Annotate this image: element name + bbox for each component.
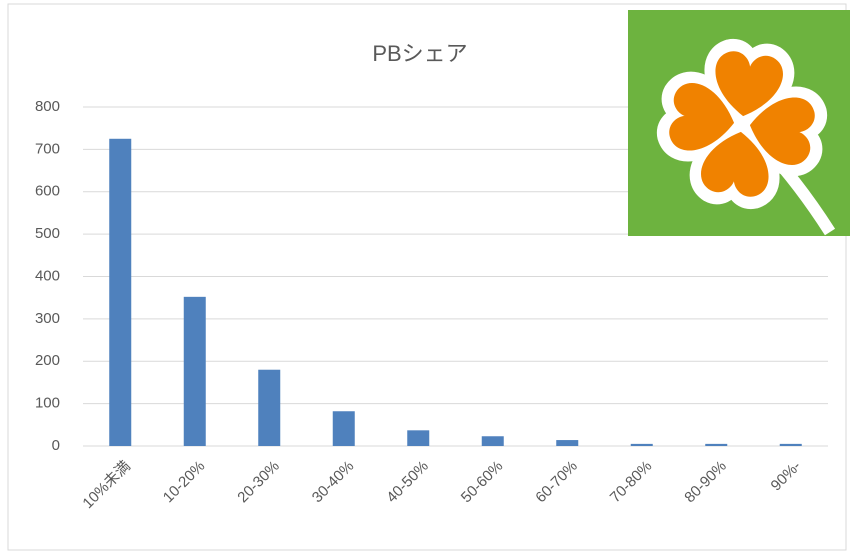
- bar: [705, 443, 728, 446]
- y-tick-label: 600: [35, 183, 60, 200]
- bar: [481, 436, 504, 446]
- y-tick-label: 500: [35, 225, 60, 242]
- y-tick-label: 100: [35, 395, 60, 412]
- bar: [779, 443, 802, 446]
- y-tick-label: 200: [35, 352, 60, 369]
- y-tick-label: 300: [35, 310, 60, 327]
- chart-title: PBシェア: [372, 41, 467, 66]
- y-tick-label: 0: [52, 437, 60, 454]
- bar: [258, 369, 281, 446]
- bar: [109, 138, 132, 446]
- y-tick-label: 800: [35, 98, 60, 115]
- bar: [630, 443, 653, 446]
- bar: [183, 296, 206, 446]
- bar: [556, 440, 579, 446]
- logo: [628, 10, 850, 236]
- y-tick-label: 700: [35, 140, 60, 157]
- bar: [407, 430, 430, 446]
- y-tick-label: 400: [35, 267, 60, 284]
- bar: [332, 411, 355, 446]
